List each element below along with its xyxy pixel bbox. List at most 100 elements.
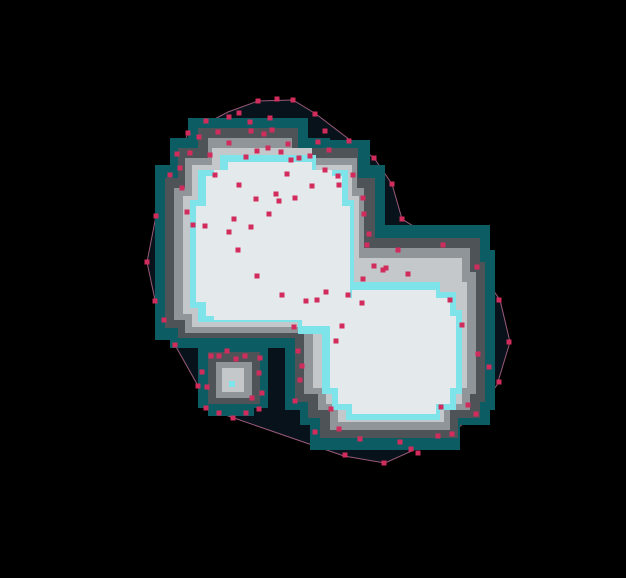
scatter-point: [208, 353, 214, 359]
scatter-point: [184, 209, 190, 215]
scatter-point: [253, 196, 259, 202]
scatter-point: [278, 149, 284, 155]
scatter-point: [266, 211, 272, 217]
scatter-point: [449, 431, 455, 437]
scatter-point: [299, 363, 305, 369]
scatter-point: [380, 267, 386, 273]
scatter-point: [144, 259, 150, 265]
scatter-point: [153, 213, 159, 219]
scatter-point: [473, 411, 479, 417]
scatter-point: [233, 356, 239, 362]
scatter-point: [371, 155, 377, 161]
scatter-point: [224, 348, 230, 354]
scatter-point: [292, 398, 298, 404]
scatter-point: [231, 216, 237, 222]
scatter-point: [215, 129, 221, 135]
scatter-point: [361, 211, 367, 217]
scatter-point: [226, 140, 232, 146]
scatter-point: [190, 222, 196, 228]
scatter-point: [292, 195, 298, 201]
scatter-point: [273, 191, 279, 197]
scatter-point: [303, 298, 309, 304]
scatter-point: [496, 379, 502, 385]
scatter-point: [226, 229, 232, 235]
scatter-point: [174, 151, 180, 157]
scatter-point: [312, 429, 318, 435]
scatter-point: [383, 265, 389, 271]
scatter-point: [274, 96, 280, 102]
scatter-point: [336, 182, 342, 188]
scatter-point: [339, 323, 345, 329]
scatter-point: [297, 377, 303, 383]
scatter-point: [307, 153, 313, 159]
scatter-point: [326, 147, 332, 153]
scatter-point: [212, 172, 218, 178]
scatter-point: [203, 405, 209, 411]
scatter-point: [314, 297, 320, 303]
scatter-point: [397, 439, 403, 445]
scatter-point: [381, 460, 387, 466]
scatter-point: [408, 446, 414, 452]
scatter-point: [345, 292, 351, 298]
scatter-point: [323, 289, 329, 295]
scatter-point: [465, 402, 471, 408]
scatter-point: [276, 198, 282, 204]
scatter-point: [243, 410, 249, 416]
scatter-point: [295, 348, 301, 354]
scatter-point: [187, 150, 193, 156]
scatter-point: [261, 131, 267, 137]
scatter-point: [236, 182, 242, 188]
scatter-point: [204, 384, 210, 390]
scatter-point: [177, 165, 183, 171]
scatter-point: [256, 370, 262, 376]
scatter-point: [335, 173, 341, 179]
scatter-point: [350, 172, 356, 178]
scatter-point: [346, 138, 352, 144]
scatter-point: [226, 114, 232, 120]
scatter-point: [486, 364, 492, 370]
scatter-point: [236, 110, 242, 116]
scatter-point: [364, 242, 370, 248]
scatter-point: [185, 130, 191, 136]
scatter-point: [474, 264, 480, 270]
scatter-point: [152, 298, 158, 304]
scatter-point: [399, 216, 405, 222]
scatter-point: [389, 181, 395, 187]
scatter-point: [359, 300, 365, 306]
scatter-point: [360, 195, 366, 201]
scatter-point: [199, 369, 205, 375]
scatter-point: [267, 115, 273, 121]
scatter-point: [296, 155, 302, 161]
scatter-point: [291, 324, 297, 330]
scatter-point: [248, 128, 254, 134]
scatter-point: [203, 118, 209, 124]
scatter-point: [243, 154, 249, 160]
scatter-point: [328, 406, 334, 412]
scatter-point: [269, 127, 275, 133]
scatter-point: [288, 157, 294, 163]
scatter-point: [279, 292, 285, 298]
scatter-point: [342, 452, 348, 458]
scatter-point: [395, 247, 401, 253]
scatter-point: [195, 383, 201, 389]
scatter-point: [315, 139, 321, 145]
scatter-point: [435, 433, 441, 439]
scatter-point: [248, 224, 254, 230]
scatter-point: [230, 415, 236, 421]
scatter-point: [371, 263, 377, 269]
scatter-point: [290, 97, 296, 103]
scatter-point: [216, 353, 222, 359]
scatter-point: [161, 317, 167, 323]
scatter-point: [440, 242, 446, 248]
scatter-point: [254, 273, 260, 279]
scatter-point: [216, 410, 222, 416]
scatter-point: [202, 223, 208, 229]
scatter-point: [333, 338, 339, 344]
scatter-point: [247, 119, 253, 125]
scatter-point: [336, 426, 342, 432]
scatter-point: [257, 355, 263, 361]
scatter-point: [235, 247, 241, 253]
scatter-point: [256, 406, 262, 412]
scatter-point: [179, 185, 185, 191]
